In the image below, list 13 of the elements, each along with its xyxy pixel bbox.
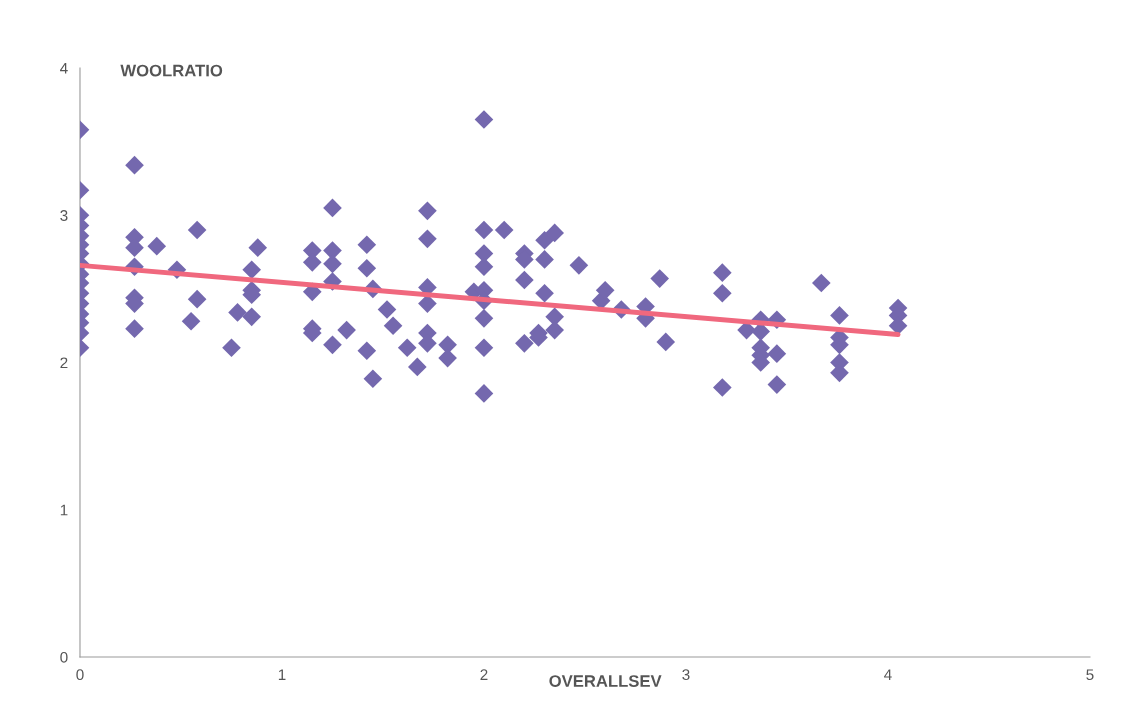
x-tick-label: 5 bbox=[1086, 669, 1094, 681]
y-tick-label: 4 bbox=[60, 63, 68, 74]
y-tick-label: 3 bbox=[60, 210, 68, 221]
x-tick-label: 3 bbox=[682, 669, 690, 681]
y-axis-title: WOOLRATIO bbox=[120, 64, 223, 77]
y-tick-label: 0 bbox=[60, 651, 68, 663]
x-tick-label: 4 bbox=[884, 669, 892, 680]
x-tick-label: 0 bbox=[76, 669, 84, 681]
y-tick-label: 2 bbox=[60, 357, 68, 369]
x-axis-title: OVERALLSEV bbox=[549, 675, 662, 687]
x-tick-label: 1 bbox=[278, 669, 286, 680]
x-tick-label: 2 bbox=[480, 669, 488, 680]
y-tick-label: 1 bbox=[60, 504, 68, 516]
